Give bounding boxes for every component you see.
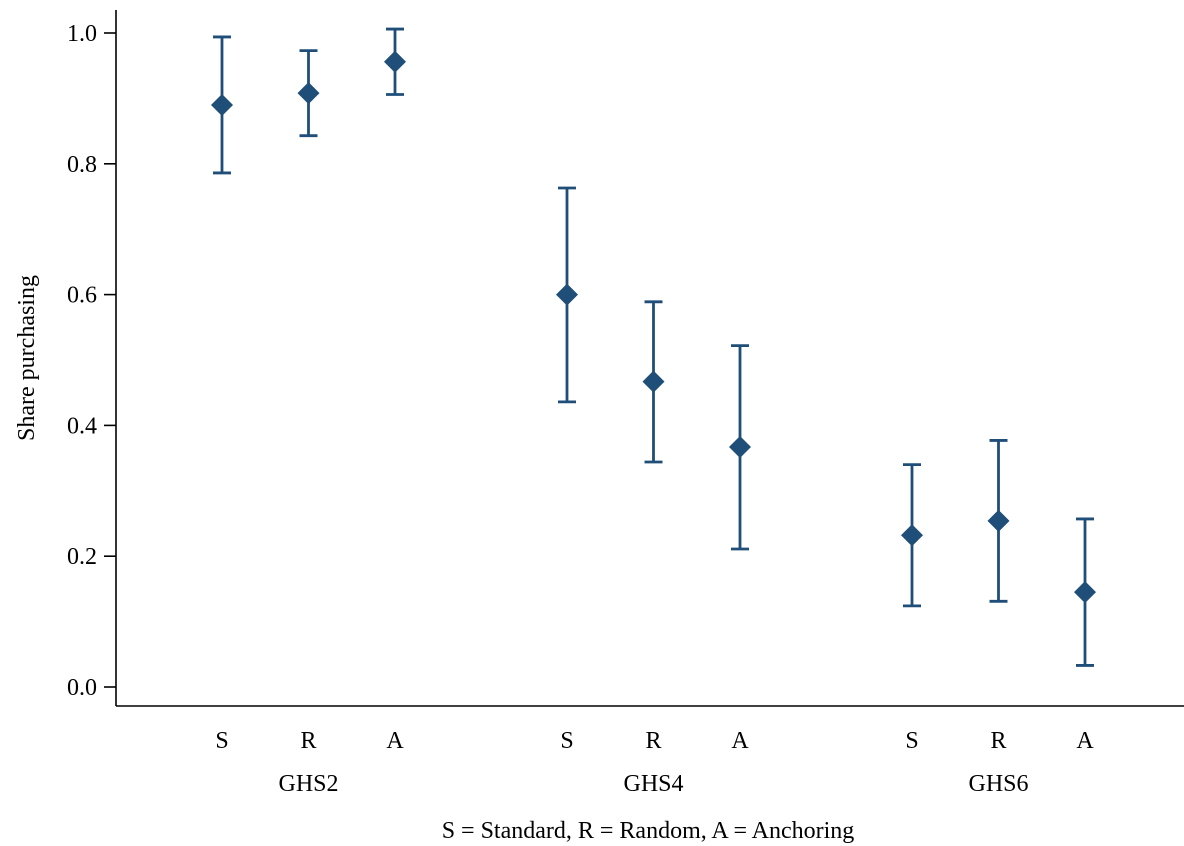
- x-axis-label: S = Standard, R = Random, A = Anchoring: [442, 818, 855, 844]
- y-tick-label: 1.0: [67, 21, 97, 47]
- data-point: [297, 82, 320, 105]
- y-tick-label: 0.8: [67, 152, 97, 178]
- x-tick-label: R: [990, 728, 1006, 754]
- y-tick-label: 0.6: [67, 283, 97, 309]
- data-point: [901, 524, 923, 547]
- data-point: [1074, 581, 1096, 604]
- x-tick-label: A: [1076, 728, 1094, 754]
- data-point: [729, 435, 751, 458]
- y-axis-label: Share purchasing: [14, 275, 40, 441]
- y-ticks: 0.0 0.2 0.4 0.6 0.8 1.0: [67, 21, 116, 701]
- x-tick-label: S: [560, 728, 573, 754]
- y-tick-label: 0.4: [67, 413, 97, 439]
- x-tick-label: A: [386, 728, 404, 754]
- y-tick-label: 0.2: [67, 544, 97, 570]
- series-ghs: [211, 27, 1096, 667]
- data-point: [556, 283, 578, 306]
- x-group-label: GHS2: [278, 771, 338, 797]
- data-point: [384, 50, 406, 73]
- axes: [115, 10, 1184, 707]
- x-tick-label: R: [300, 728, 316, 754]
- x-tick-label: S: [215, 728, 228, 754]
- y-tick-label: 0.0: [67, 675, 97, 701]
- x-tick-label: R: [645, 728, 661, 754]
- x-group-label: GHS6: [968, 771, 1028, 797]
- data-point: [987, 509, 1010, 532]
- x-tick-label: A: [731, 728, 749, 754]
- x-category-labels: S R A GHS2 S R A GHS4 S R A GHS6: [215, 728, 1094, 797]
- x-group-label: GHS4: [623, 771, 683, 797]
- data-point: [211, 93, 233, 116]
- x-tick-label: S: [905, 728, 918, 754]
- data-point: [642, 370, 665, 393]
